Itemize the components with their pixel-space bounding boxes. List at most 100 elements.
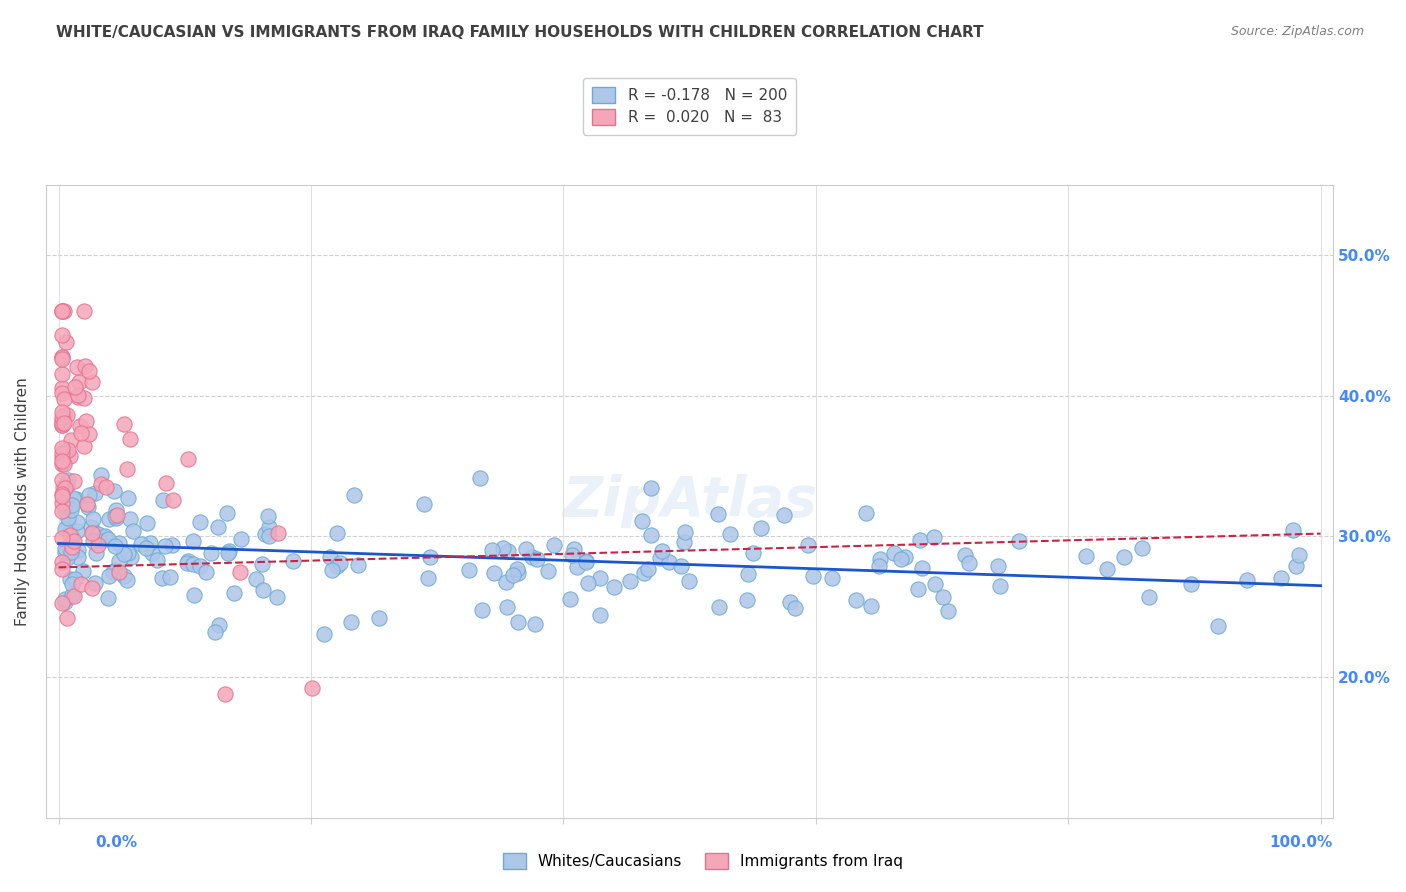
Point bbox=[936, 604, 959, 618]
Point bbox=[90, 476, 112, 491]
Point bbox=[77, 426, 100, 441]
Point bbox=[217, 546, 239, 560]
Point bbox=[575, 554, 598, 568]
Point bbox=[51, 350, 73, 364]
Point bbox=[108, 565, 131, 579]
Point bbox=[82, 534, 104, 549]
Point bbox=[526, 552, 548, 566]
Point bbox=[66, 524, 89, 539]
Point bbox=[506, 562, 529, 576]
Point bbox=[457, 563, 479, 577]
Point bbox=[162, 538, 184, 552]
Point bbox=[1114, 549, 1136, 564]
Point bbox=[416, 571, 439, 585]
Point bbox=[56, 611, 79, 625]
Point bbox=[52, 480, 75, 494]
Point bbox=[855, 506, 877, 520]
Point bbox=[52, 416, 75, 430]
Point bbox=[821, 571, 844, 585]
Point bbox=[326, 525, 349, 540]
Point bbox=[82, 581, 104, 595]
Point bbox=[988, 579, 1011, 593]
Point bbox=[1285, 558, 1308, 573]
Point bbox=[70, 425, 93, 440]
Point bbox=[987, 558, 1010, 573]
Point bbox=[707, 600, 730, 615]
Point bbox=[60, 588, 83, 602]
Point bbox=[200, 546, 222, 560]
Point bbox=[103, 483, 125, 498]
Point bbox=[468, 471, 491, 485]
Point bbox=[576, 576, 599, 591]
Point bbox=[515, 541, 537, 556]
Point bbox=[245, 572, 267, 586]
Point bbox=[155, 476, 177, 491]
Point bbox=[84, 485, 107, 500]
Point bbox=[104, 509, 127, 524]
Point bbox=[368, 611, 391, 625]
Point bbox=[669, 559, 692, 574]
Point bbox=[231, 533, 253, 547]
Y-axis label: Family Households with Children: Family Households with Children bbox=[15, 376, 30, 625]
Point bbox=[141, 546, 163, 560]
Point bbox=[117, 573, 139, 587]
Point bbox=[252, 583, 274, 598]
Point bbox=[146, 553, 169, 567]
Point bbox=[159, 570, 181, 584]
Point bbox=[176, 452, 198, 467]
Point bbox=[301, 681, 323, 695]
Point bbox=[118, 512, 141, 526]
Point bbox=[51, 597, 73, 611]
Point bbox=[59, 449, 82, 463]
Point bbox=[53, 445, 76, 459]
Point bbox=[53, 591, 76, 606]
Point bbox=[562, 541, 585, 556]
Point bbox=[868, 558, 890, 573]
Point bbox=[543, 538, 565, 552]
Point bbox=[80, 525, 103, 540]
Point bbox=[87, 527, 110, 541]
Point bbox=[72, 439, 94, 453]
Point bbox=[112, 547, 135, 561]
Point bbox=[1236, 573, 1258, 587]
Point bbox=[177, 554, 200, 568]
Point bbox=[97, 569, 120, 583]
Point bbox=[62, 491, 84, 505]
Point bbox=[329, 556, 352, 570]
Point bbox=[104, 563, 127, 577]
Point bbox=[471, 603, 494, 617]
Point bbox=[1288, 548, 1310, 562]
Point bbox=[257, 528, 280, 542]
Point bbox=[104, 511, 127, 525]
Point bbox=[502, 567, 524, 582]
Point bbox=[207, 520, 229, 534]
Point bbox=[51, 555, 73, 569]
Point bbox=[67, 549, 90, 564]
Point bbox=[772, 508, 794, 523]
Point bbox=[894, 549, 917, 564]
Point bbox=[51, 382, 73, 396]
Point bbox=[222, 586, 245, 600]
Point bbox=[51, 446, 73, 460]
Point bbox=[619, 574, 641, 589]
Point bbox=[53, 304, 76, 318]
Point bbox=[640, 527, 662, 541]
Point bbox=[648, 550, 671, 565]
Point bbox=[281, 554, 304, 568]
Point bbox=[94, 529, 117, 543]
Point bbox=[53, 457, 76, 471]
Point bbox=[845, 593, 868, 607]
Point bbox=[51, 416, 73, 430]
Point bbox=[589, 571, 612, 585]
Point bbox=[51, 418, 73, 433]
Point bbox=[135, 541, 157, 555]
Point bbox=[73, 304, 96, 318]
Point bbox=[115, 462, 138, 476]
Point bbox=[229, 565, 252, 579]
Point bbox=[204, 625, 226, 640]
Point bbox=[749, 520, 772, 534]
Point bbox=[1076, 549, 1098, 563]
Point bbox=[77, 488, 100, 502]
Point bbox=[922, 530, 945, 544]
Point bbox=[63, 589, 86, 603]
